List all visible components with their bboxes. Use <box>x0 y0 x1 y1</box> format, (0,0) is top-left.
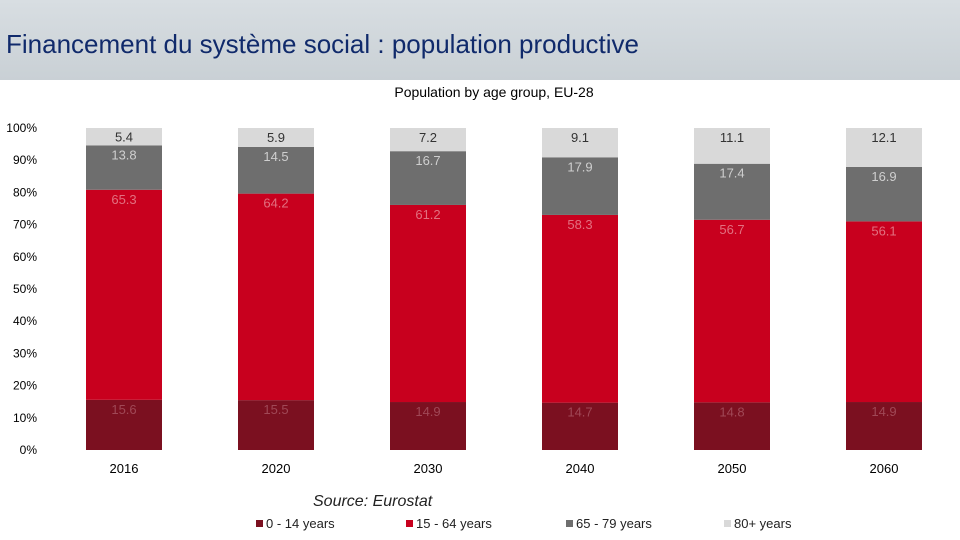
bar-segment <box>846 166 922 222</box>
x-tick-label: 2060 <box>870 461 899 476</box>
bar-segment <box>86 399 162 450</box>
y-tick-label: 50% <box>13 282 37 296</box>
bar-segment <box>542 402 618 450</box>
data-label: 56.7 <box>719 222 744 237</box>
y-tick-label: 100% <box>6 121 37 135</box>
bar-segment <box>846 402 922 450</box>
legend-swatch <box>566 519 573 527</box>
data-label: 7.2 <box>419 130 437 145</box>
x-tick-label: 2016 <box>110 461 139 476</box>
legend-swatch <box>406 519 413 527</box>
chart-title: Population by age group, EU-28 <box>394 84 594 100</box>
bar-segment <box>846 221 922 403</box>
data-label: 56.1 <box>871 223 896 238</box>
y-tick-label: 30% <box>13 346 37 360</box>
data-label: 14.9 <box>871 404 896 419</box>
bar-segment <box>694 128 770 164</box>
data-label: 17.4 <box>719 166 744 181</box>
data-label: 11.1 <box>720 130 744 145</box>
bar-segment <box>846 128 922 167</box>
x-tick-label: 2030 <box>414 461 443 476</box>
bar-segment <box>390 402 466 450</box>
bar-segment <box>86 145 162 190</box>
data-label: 5.4 <box>115 130 133 145</box>
y-tick-label: 70% <box>13 218 37 232</box>
data-label: 65.3 <box>111 192 136 207</box>
data-label: 17.9 <box>567 159 592 174</box>
data-label: 5.9 <box>267 130 285 145</box>
y-tick-label: 40% <box>13 314 37 328</box>
data-label: 16.7 <box>415 153 440 168</box>
bar-segment <box>86 189 162 400</box>
legend-swatch <box>724 519 731 527</box>
y-tick-label: 80% <box>13 185 37 199</box>
data-label: 14.7 <box>567 405 592 420</box>
data-label: 15.5 <box>263 402 288 417</box>
legend-swatch <box>256 519 263 527</box>
x-tick-label: 2040 <box>566 461 595 476</box>
title-banner: Financement du système social : populati… <box>0 0 960 80</box>
source-note: Source: Eurostat <box>313 493 433 510</box>
bar-segment <box>390 151 466 205</box>
bar-segment <box>694 219 770 403</box>
data-label: 12.1 <box>871 130 896 145</box>
y-tick-label: 0% <box>20 443 38 457</box>
bar-segment <box>694 163 770 220</box>
bar-segment <box>542 214 618 403</box>
bar-segment <box>390 204 466 403</box>
legend-item-0-14: 0 - 14 years <box>256 515 335 531</box>
legend-item-65-79: 65 - 79 years <box>566 515 652 531</box>
data-label: 9.1 <box>571 130 589 145</box>
legend-item-80-plus: 80+ years <box>724 515 791 531</box>
legend-label: 65 - 79 years <box>576 515 652 531</box>
data-label: 16.9 <box>871 169 896 184</box>
data-label: 14.9 <box>415 404 440 419</box>
y-tick-label: 60% <box>13 250 37 264</box>
bar-segment <box>694 402 770 450</box>
bar-segment <box>238 128 314 147</box>
data-label: 14.8 <box>719 404 744 419</box>
legend-item-15-64: 15 - 64 years <box>406 515 492 531</box>
bar-segment <box>238 146 314 194</box>
y-tick-label: 90% <box>13 153 37 167</box>
bar-segment <box>238 193 314 401</box>
x-tick-label: 2020 <box>262 461 291 476</box>
y-tick-label: 20% <box>13 379 37 393</box>
y-tick-label: 10% <box>13 411 37 425</box>
bar-segment <box>390 128 466 152</box>
bar-segment <box>238 400 314 450</box>
data-label: 15.6 <box>111 402 136 417</box>
data-label: 58.3 <box>567 217 592 232</box>
page-title: Financement du système social : populati… <box>6 29 640 59</box>
data-label: 14.5 <box>263 149 288 164</box>
data-label: 64.2 <box>263 196 288 211</box>
legend-label: 0 - 14 years <box>266 515 335 531</box>
legend-label: 15 - 64 years <box>416 515 492 531</box>
bar-segment <box>86 128 162 146</box>
data-label: 61.2 <box>415 207 440 222</box>
legend-label: 80+ years <box>734 515 792 531</box>
data-label: 13.8 <box>111 147 136 162</box>
x-tick-label: 2050 <box>718 461 747 476</box>
bar-segment <box>542 128 618 158</box>
bar-segment <box>542 157 618 215</box>
